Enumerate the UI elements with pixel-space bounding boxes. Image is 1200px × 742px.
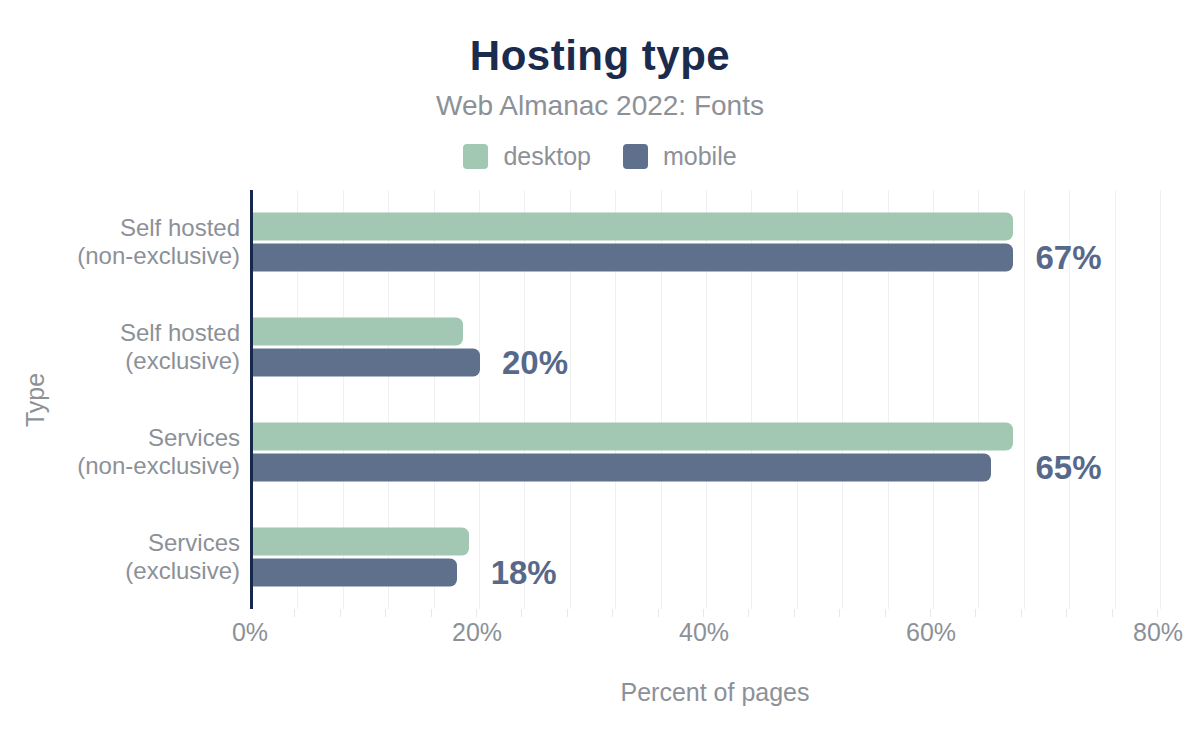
value-label: 20% (502, 344, 568, 382)
x-tick-label: 20% (452, 618, 502, 647)
x-tick-label: 80% (1133, 618, 1183, 647)
x-axis-tick-labels: 0%20%40%60%80% (250, 618, 1180, 648)
value-label: 18% (491, 553, 557, 591)
legend-label-mobile: mobile (663, 142, 737, 171)
category-label: Services (exclusive) (28, 504, 240, 609)
plot-area: 67% 20% 65% 18% (250, 190, 1183, 609)
category-label: Self hosted (exclusive) (28, 295, 240, 400)
bar-desktop (253, 527, 469, 555)
chart-subtitle: Web Almanac 2022: Fonts (0, 90, 1200, 122)
chart-figure: Hosting type Web Almanac 2022: Fonts des… (0, 0, 1200, 742)
legend-label-desktop: desktop (503, 142, 591, 171)
legend: desktop mobile (0, 142, 1200, 171)
bar-desktop (253, 422, 1013, 450)
category-axis-labels: Self hosted (non-exclusive)Self hosted (… (28, 190, 240, 609)
bar-mobile (253, 244, 1013, 272)
category-label: Self hosted (non-exclusive) (28, 190, 240, 295)
bar-mobile (253, 349, 480, 377)
chart-title: Hosting type (0, 32, 1200, 80)
bar-group: 18% (253, 504, 1183, 609)
x-tick-label: 0% (232, 618, 268, 647)
value-label: 67% (1035, 239, 1101, 277)
mobile-swatch-icon (623, 144, 648, 169)
value-label: 65% (1035, 448, 1101, 486)
axis-tick-marks (250, 609, 1180, 617)
bar-group: 20% (253, 295, 1183, 400)
bar-desktop (253, 318, 463, 346)
bar-mobile (253, 453, 991, 481)
bar-desktop (253, 213, 1013, 241)
bar-rows: 67% 20% 65% 18% (253, 190, 1183, 609)
bar-pair (253, 527, 1183, 586)
x-tick-label: 60% (906, 618, 956, 647)
category-label: Services (non-exclusive) (28, 400, 240, 505)
x-axis-title: Percent of pages (250, 678, 1180, 707)
x-tick-label: 40% (679, 618, 729, 647)
bar-group: 67% (253, 190, 1183, 295)
desktop-swatch-icon (463, 144, 488, 169)
legend-item-desktop: desktop (463, 142, 591, 171)
bar-group: 65% (253, 400, 1183, 505)
bar-mobile (253, 558, 457, 586)
legend-item-mobile: mobile (623, 142, 737, 171)
bar-pair (253, 318, 1183, 377)
